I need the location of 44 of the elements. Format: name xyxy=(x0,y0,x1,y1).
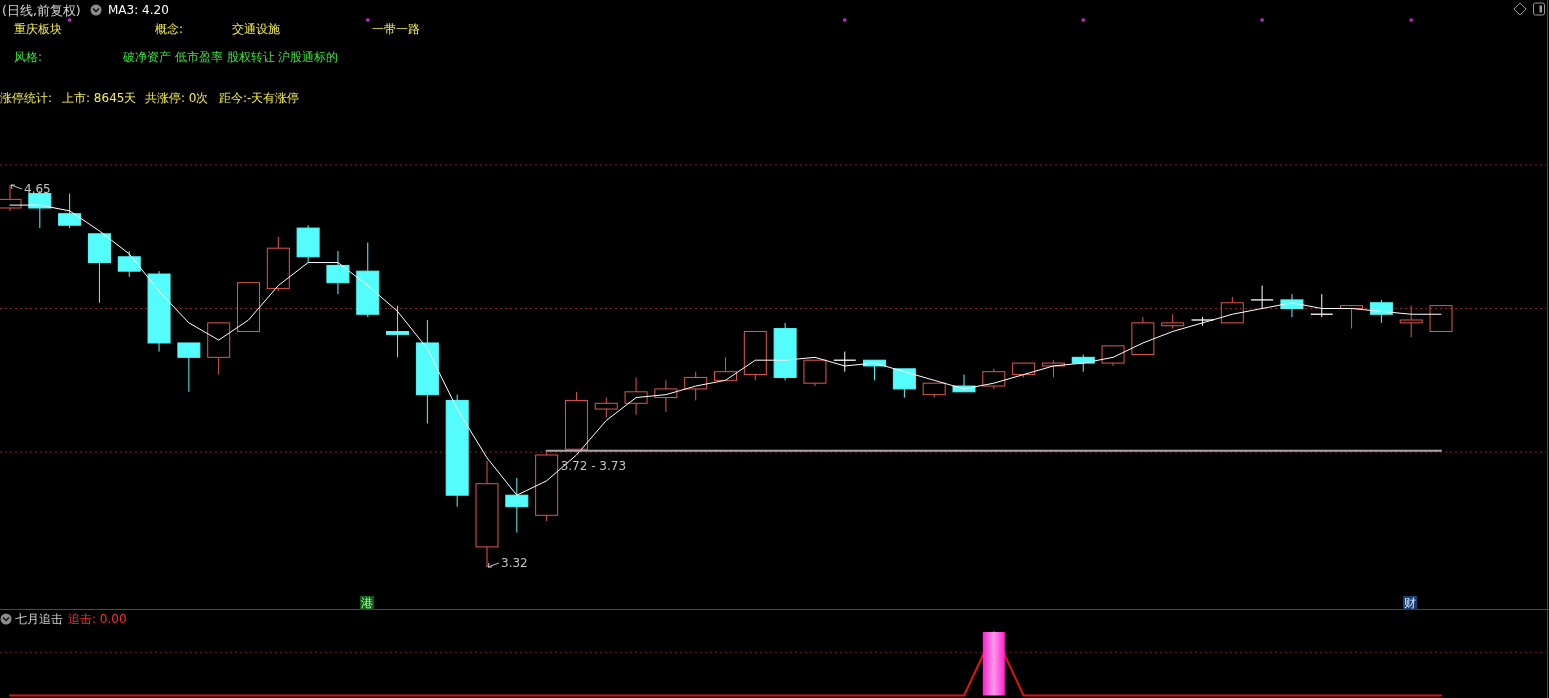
candlestick xyxy=(296,224,320,264)
text: 上市: 8645天 xyxy=(62,91,137,105)
candlestick xyxy=(445,394,469,508)
candlestick xyxy=(922,382,946,399)
candlestick xyxy=(87,233,111,304)
text: 追击: 0.00 xyxy=(68,612,127,626)
text: 一带一路 xyxy=(372,22,420,36)
candlestick xyxy=(415,319,439,424)
text: 重庆板块 xyxy=(14,22,62,36)
candlestick xyxy=(714,356,737,381)
candlestick xyxy=(505,477,529,534)
candlestick xyxy=(177,342,201,393)
candlestick xyxy=(654,379,678,413)
annotation: 3.32 xyxy=(501,556,528,570)
candlestick xyxy=(207,322,231,376)
candlestick xyxy=(773,322,797,381)
candlestick xyxy=(147,270,171,353)
candlestick xyxy=(386,305,410,358)
chart-title: (日线,前复权) xyxy=(2,2,81,18)
candlestick xyxy=(1310,293,1334,318)
candlestick xyxy=(326,250,350,295)
text: 涨停统计: xyxy=(0,91,53,105)
text: MA3: 4.20 xyxy=(108,3,169,17)
text: 交通设施 xyxy=(232,22,280,36)
text: 概念: xyxy=(155,22,184,36)
candlestick xyxy=(1131,316,1155,355)
candlestick xyxy=(594,397,618,419)
text: 风格: xyxy=(14,50,43,64)
candlestick xyxy=(0,184,22,212)
candlestick xyxy=(356,241,380,318)
text: 距今:-天有涨停 xyxy=(219,91,300,105)
candlestick xyxy=(1101,345,1125,367)
candlestick xyxy=(803,359,827,387)
candlestick xyxy=(58,193,82,229)
candlestick xyxy=(1399,305,1423,338)
candlestick xyxy=(624,376,648,416)
chart-title: 七月追击 xyxy=(15,612,63,626)
candlestick xyxy=(1250,285,1274,309)
candlestick xyxy=(1161,313,1185,330)
text: 破净资产 低市盈率 股权转让 沪股通标的 xyxy=(122,50,339,64)
candlestick xyxy=(833,351,857,373)
text: 共涨停: 0次 xyxy=(145,91,209,105)
candlestick xyxy=(266,236,290,292)
annotation: 4.65 xyxy=(24,182,51,196)
